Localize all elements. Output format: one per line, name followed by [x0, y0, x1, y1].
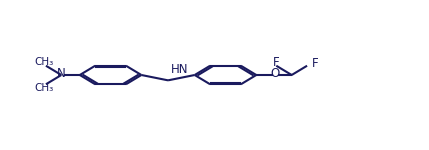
Text: F: F — [312, 57, 319, 70]
Text: CH₃: CH₃ — [34, 57, 54, 67]
Text: F: F — [273, 56, 280, 69]
Text: HN: HN — [170, 63, 188, 76]
Text: CH₃: CH₃ — [34, 83, 54, 93]
Text: N: N — [57, 67, 66, 80]
Text: O: O — [270, 67, 279, 80]
